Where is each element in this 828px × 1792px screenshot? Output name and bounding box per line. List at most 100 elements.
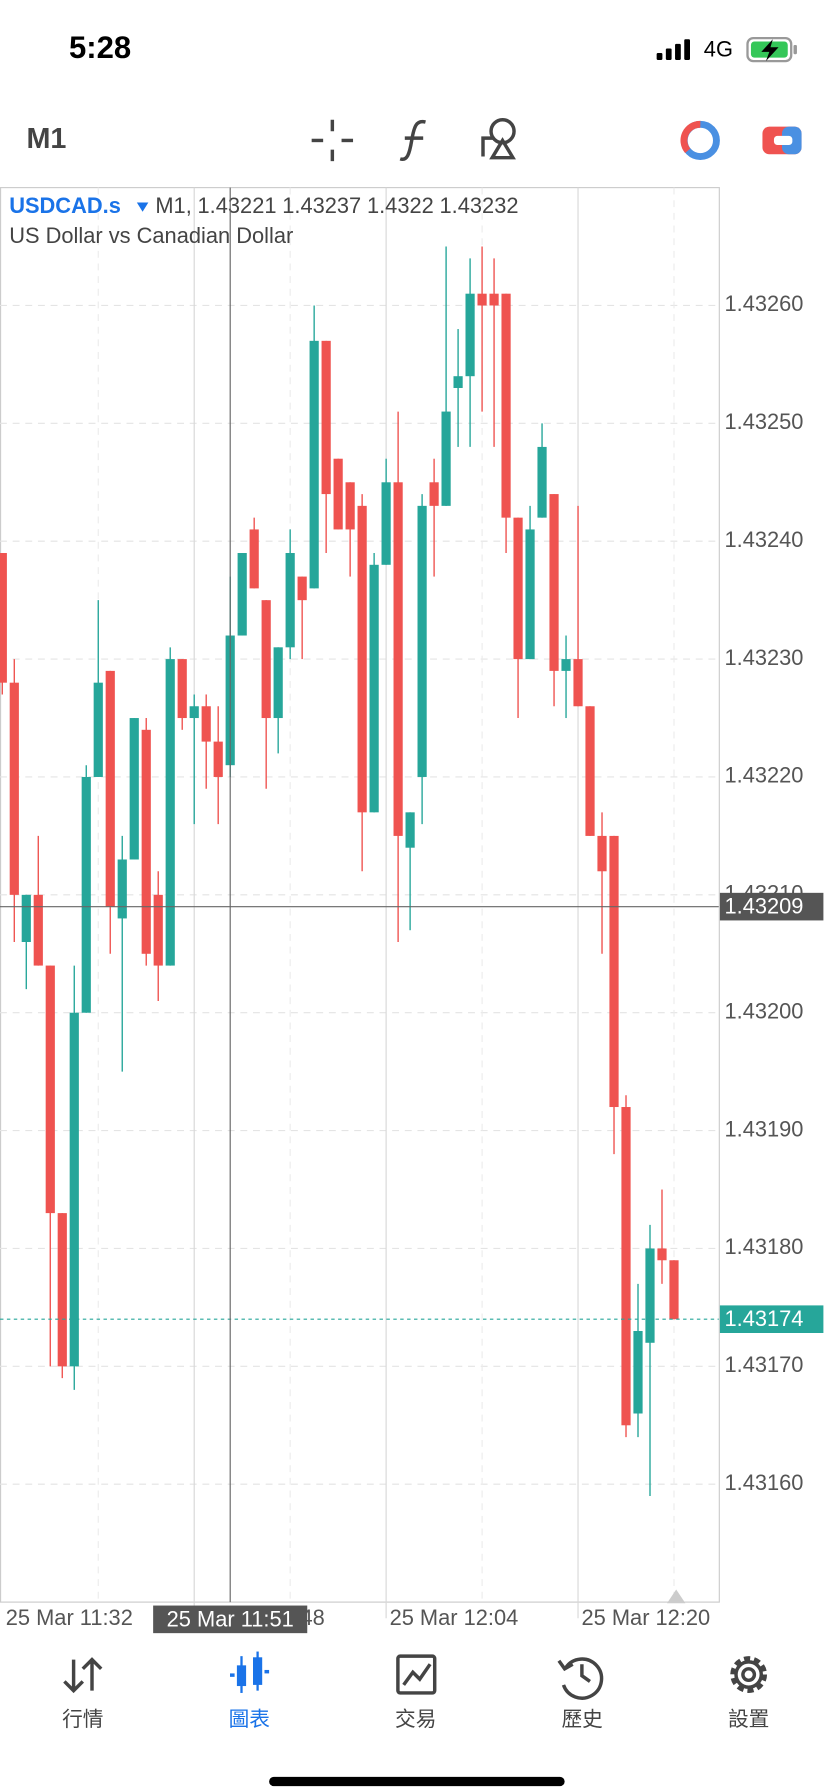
candle-body bbox=[33, 894, 43, 966]
chart-icon[interactable] bbox=[230, 1651, 270, 1693]
y-tick-label: 1.43170 bbox=[725, 1352, 804, 1377]
candle-body bbox=[561, 659, 571, 671]
ohlc-open: 1.43221 bbox=[198, 193, 277, 218]
quotes-icon[interactable] bbox=[63, 1657, 103, 1694]
timeframe-button[interactable]: M1 bbox=[26, 123, 66, 155]
ohlc-high: 1.43237 bbox=[282, 193, 361, 218]
history-icon[interactable] bbox=[557, 1657, 604, 1700]
candle-body bbox=[345, 482, 355, 530]
x-tick-label: 25 Mar 11:32 bbox=[6, 1605, 133, 1630]
candle-body bbox=[273, 647, 283, 719]
symbol[interactable]: USDCAD.s bbox=[9, 193, 121, 218]
chart-header: USDCAD.s M1, 1.43221 1.43237 1.4322 1.43232 bbox=[9, 193, 518, 218]
y-tick-label: 1.43240 bbox=[725, 527, 804, 552]
crosshair-time-box bbox=[153, 1605, 308, 1634]
trade-icon[interactable] bbox=[396, 1654, 437, 1695]
candle-body bbox=[429, 482, 439, 506]
settings-icon[interactable] bbox=[730, 1656, 768, 1693]
candle-body bbox=[213, 741, 223, 777]
candle-body bbox=[177, 659, 187, 719]
plot bbox=[0, 187, 719, 1619]
indicators-tool[interactable] bbox=[399, 119, 426, 161]
candle-body bbox=[117, 859, 127, 919]
tab-label[interactable]: 圖表 bbox=[229, 1708, 270, 1731]
y-tick-label: 1.43160 bbox=[725, 1470, 804, 1495]
scroll-marker bbox=[667, 1589, 686, 1604]
tab-label[interactable]: 行情 bbox=[62, 1708, 103, 1731]
tab-label[interactable]: 歷史 bbox=[561, 1708, 602, 1731]
account-tool[interactable] bbox=[762, 126, 802, 155]
candle-body bbox=[321, 340, 331, 495]
candle-body bbox=[513, 517, 523, 660]
candle-body bbox=[525, 529, 535, 660]
candle-body bbox=[93, 682, 103, 777]
candle-body bbox=[441, 411, 451, 506]
candle-body bbox=[489, 293, 499, 306]
candle-body bbox=[585, 706, 595, 836]
candle-body bbox=[633, 1330, 643, 1414]
symbol-dropdown[interactable] bbox=[136, 202, 149, 212]
candle-body bbox=[237, 553, 247, 636]
y-tick-label: 1.43250 bbox=[725, 409, 804, 434]
candle-body bbox=[573, 659, 583, 707]
x-tick-label: 25 Mar 12:04 bbox=[390, 1605, 519, 1630]
crosshair-price-label: 1.43209 bbox=[725, 894, 804, 919]
crosshair-time-label: 25 Mar 11:51 bbox=[167, 1606, 294, 1631]
candle-body bbox=[609, 835, 619, 1108]
candle-body bbox=[357, 505, 367, 813]
tab-label[interactable]: 交易 bbox=[395, 1708, 436, 1731]
x-tick-label: 25 Mar 12:20 bbox=[581, 1605, 710, 1630]
candle-body bbox=[393, 482, 403, 836]
candle-body bbox=[477, 293, 487, 306]
home-indicator bbox=[269, 1776, 565, 1787]
candle-body bbox=[417, 505, 427, 777]
candle-body bbox=[21, 894, 31, 942]
chart-subtitle: US Dollar vs Canadian Dollar bbox=[9, 223, 293, 248]
candle-body bbox=[669, 1260, 679, 1320]
battery-icon bbox=[746, 36, 797, 63]
ohlc-low: 1.4322 bbox=[367, 193, 434, 218]
candle-body bbox=[597, 835, 607, 872]
candle-body bbox=[333, 458, 343, 530]
candle-body bbox=[141, 729, 151, 954]
crosshair-price-box bbox=[719, 892, 824, 921]
y-tick-label: 1.43180 bbox=[725, 1234, 804, 1259]
candle-body bbox=[129, 718, 139, 860]
candle-body bbox=[297, 576, 307, 601]
status-time: 5:28 bbox=[69, 30, 131, 65]
candle-body bbox=[549, 494, 559, 671]
trade-tool[interactable] bbox=[680, 120, 720, 161]
candle-body bbox=[45, 965, 55, 1214]
candle-body bbox=[153, 894, 163, 966]
candle-body bbox=[309, 340, 319, 589]
current-price-label: 1.43174 bbox=[725, 1306, 804, 1331]
candle-body bbox=[0, 553, 7, 683]
candle-body bbox=[645, 1248, 655, 1343]
y-tick-label: 1.43230 bbox=[725, 645, 804, 670]
y-tick-label: 1.43200 bbox=[725, 998, 804, 1023]
tab-label[interactable]: 設置 bbox=[728, 1708, 769, 1731]
network-label: 4G bbox=[704, 37, 733, 62]
candle-body bbox=[621, 1107, 631, 1426]
candle-body bbox=[57, 1213, 67, 1367]
crosshair-tool[interactable] bbox=[311, 119, 354, 162]
candle-body bbox=[249, 529, 259, 589]
candle-body bbox=[537, 446, 547, 518]
candle-body bbox=[69, 1012, 79, 1367]
candle-body bbox=[453, 376, 463, 388]
candle-body bbox=[261, 600, 271, 719]
candle-body bbox=[201, 706, 211, 742]
candle-body bbox=[501, 293, 511, 518]
ohlc-close: 1.43232 bbox=[440, 193, 519, 218]
candle-body bbox=[165, 659, 175, 966]
candle-body bbox=[405, 812, 415, 848]
candle-body bbox=[381, 482, 391, 565]
objects-tool[interactable] bbox=[481, 118, 516, 160]
timeframe: M1, bbox=[155, 193, 191, 218]
signal-icon bbox=[656, 39, 690, 60]
candle-body bbox=[9, 682, 19, 895]
candle-body bbox=[369, 564, 379, 813]
